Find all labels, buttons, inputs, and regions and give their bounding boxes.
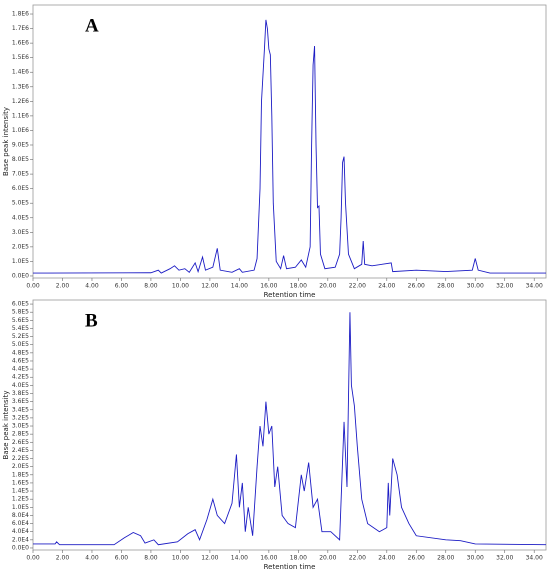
x-tick-label: 8.00 bbox=[144, 283, 158, 290]
x-tick-label: 12.00 bbox=[201, 283, 218, 290]
x-axis-label: Retention time bbox=[264, 563, 316, 571]
x-tick-label: 20.00 bbox=[319, 283, 336, 290]
x-tick-label: 0.00 bbox=[26, 555, 40, 562]
y-tick-label: 3.2E5 bbox=[12, 414, 29, 421]
x-tick-label: 10.00 bbox=[172, 555, 189, 562]
y-tick-label: 4.2E5 bbox=[12, 374, 29, 381]
panel-title: A bbox=[85, 15, 99, 36]
y-tick-label: 2.2E5 bbox=[12, 455, 29, 462]
y-tick-label: 5.6E5 bbox=[12, 317, 29, 324]
y-tick-label: 5.8E5 bbox=[12, 309, 29, 316]
y-tick-label: 6.0E5 bbox=[12, 301, 29, 308]
x-tick-label: 14.00 bbox=[231, 555, 248, 562]
y-tick-label: 1.6E6 bbox=[12, 40, 29, 47]
y-tick-label: 1.5E6 bbox=[12, 54, 29, 61]
y-tick-label: 4.0E5 bbox=[12, 214, 29, 221]
x-tick-label: 6.00 bbox=[115, 555, 129, 562]
x-tick-label: 24.00 bbox=[378, 283, 395, 290]
y-tick-label: 3.8E5 bbox=[12, 390, 29, 397]
y-tick-label: 4.6E5 bbox=[12, 357, 29, 364]
trace bbox=[33, 19, 546, 274]
y-tick-label: 1.7E6 bbox=[12, 25, 29, 32]
y-tick-label: 1.3E6 bbox=[12, 83, 29, 90]
x-tick-label: 16.00 bbox=[260, 555, 277, 562]
x-tick-label: 10.00 bbox=[172, 283, 189, 290]
x-tick-label: 34.00 bbox=[526, 555, 543, 562]
y-tick-label: 8.0E5 bbox=[12, 156, 29, 163]
x-tick-label: 28.00 bbox=[437, 555, 454, 562]
x-tick-label: 18.00 bbox=[290, 283, 307, 290]
x-tick-label: 4.00 bbox=[85, 555, 99, 562]
y-tick-label: 6.0E4 bbox=[12, 520, 29, 527]
y-tick-label: 2.0E5 bbox=[12, 463, 29, 470]
x-tick-label: 22.00 bbox=[349, 283, 366, 290]
y-tick-label: 3.0E5 bbox=[12, 229, 29, 236]
y-tick-label: 3.6E5 bbox=[12, 398, 29, 405]
y-axis-label: Base peak intensity bbox=[2, 107, 10, 176]
y-tick-label: 5.0E5 bbox=[12, 341, 29, 348]
y-tick-label: 1.4E6 bbox=[12, 69, 29, 76]
y-tick-label: 8.0E4 bbox=[12, 512, 29, 519]
x-tick-label: 30.00 bbox=[467, 555, 484, 562]
y-tick-label: 1.0E6 bbox=[12, 127, 29, 134]
x-axis-label: Retention time bbox=[264, 291, 316, 299]
x-tick-label: 18.00 bbox=[290, 555, 307, 562]
y-tick-label: 2.0E4 bbox=[12, 536, 29, 543]
y-axis-label: Base peak intensity bbox=[2, 391, 10, 460]
y-tick-label: 1.0E5 bbox=[12, 258, 29, 265]
y-tick-label: 1.4E5 bbox=[12, 488, 29, 495]
y-tick-label: 1.6E5 bbox=[12, 479, 29, 486]
x-tick-label: 8.00 bbox=[144, 555, 158, 562]
y-tick-label: 1.1E6 bbox=[12, 112, 29, 119]
x-tick-label: 26.00 bbox=[408, 283, 425, 290]
x-tick-label: 14.00 bbox=[231, 283, 248, 290]
y-tick-label: 2.4E5 bbox=[12, 447, 29, 454]
x-tick-label: 20.00 bbox=[319, 555, 336, 562]
x-tick-label: 2.00 bbox=[56, 555, 70, 562]
x-tick-label: 26.00 bbox=[408, 555, 425, 562]
y-tick-label: 5.2E5 bbox=[12, 333, 29, 340]
y-tick-label: 4.8E5 bbox=[12, 349, 29, 356]
plot-frame bbox=[32, 4, 547, 279]
y-tick-label: 1.8E5 bbox=[12, 471, 29, 478]
x-tick-label: 32.00 bbox=[496, 283, 513, 290]
y-tick-label: 0.0E0 bbox=[12, 544, 29, 551]
y-tick-label: 6.0E5 bbox=[12, 185, 29, 192]
y-tick-label: 1.2E5 bbox=[12, 496, 29, 503]
x-tick-label: 32.00 bbox=[496, 555, 513, 562]
y-tick-label: 4.0E5 bbox=[12, 382, 29, 389]
x-tick-label: 2.00 bbox=[56, 283, 70, 290]
x-tick-label: 4.00 bbox=[85, 283, 99, 290]
y-tick-label: 5.4E5 bbox=[12, 325, 29, 332]
y-tick-label: 3.4E5 bbox=[12, 406, 29, 413]
x-tick-label: 24.00 bbox=[378, 555, 395, 562]
y-tick-label: 4.0E4 bbox=[12, 528, 29, 535]
y-tick-label: 1.0E5 bbox=[12, 504, 29, 511]
x-tick-label: 12.00 bbox=[201, 555, 218, 562]
y-tick-label: 2.6E5 bbox=[12, 439, 29, 446]
x-tick-label: 0.00 bbox=[26, 283, 40, 290]
y-tick-label: 1.8E6 bbox=[12, 11, 29, 18]
y-tick-label: 2.0E5 bbox=[12, 243, 29, 250]
trace bbox=[33, 312, 547, 546]
x-tick-label: 28.00 bbox=[437, 283, 454, 290]
y-tick-label: 5.0E5 bbox=[12, 200, 29, 207]
y-tick-label: 0.0E0 bbox=[12, 272, 29, 279]
plot-frame bbox=[32, 299, 547, 551]
y-tick-label: 1.2E6 bbox=[12, 98, 29, 105]
x-tick-label: 6.00 bbox=[115, 283, 129, 290]
y-tick-label: 4.4E5 bbox=[12, 366, 29, 373]
x-tick-label: 34.00 bbox=[526, 283, 543, 290]
y-tick-label: 3.0E5 bbox=[12, 423, 29, 430]
y-tick-label: 9.0E5 bbox=[12, 141, 29, 148]
panel-title: B bbox=[85, 310, 98, 331]
x-tick-label: 22.00 bbox=[349, 555, 366, 562]
y-tick-label: 2.8E5 bbox=[12, 431, 29, 438]
y-tick-label: 7.0E5 bbox=[12, 171, 29, 178]
x-tick-label: 30.00 bbox=[467, 283, 484, 290]
x-tick-label: 16.00 bbox=[260, 283, 277, 290]
